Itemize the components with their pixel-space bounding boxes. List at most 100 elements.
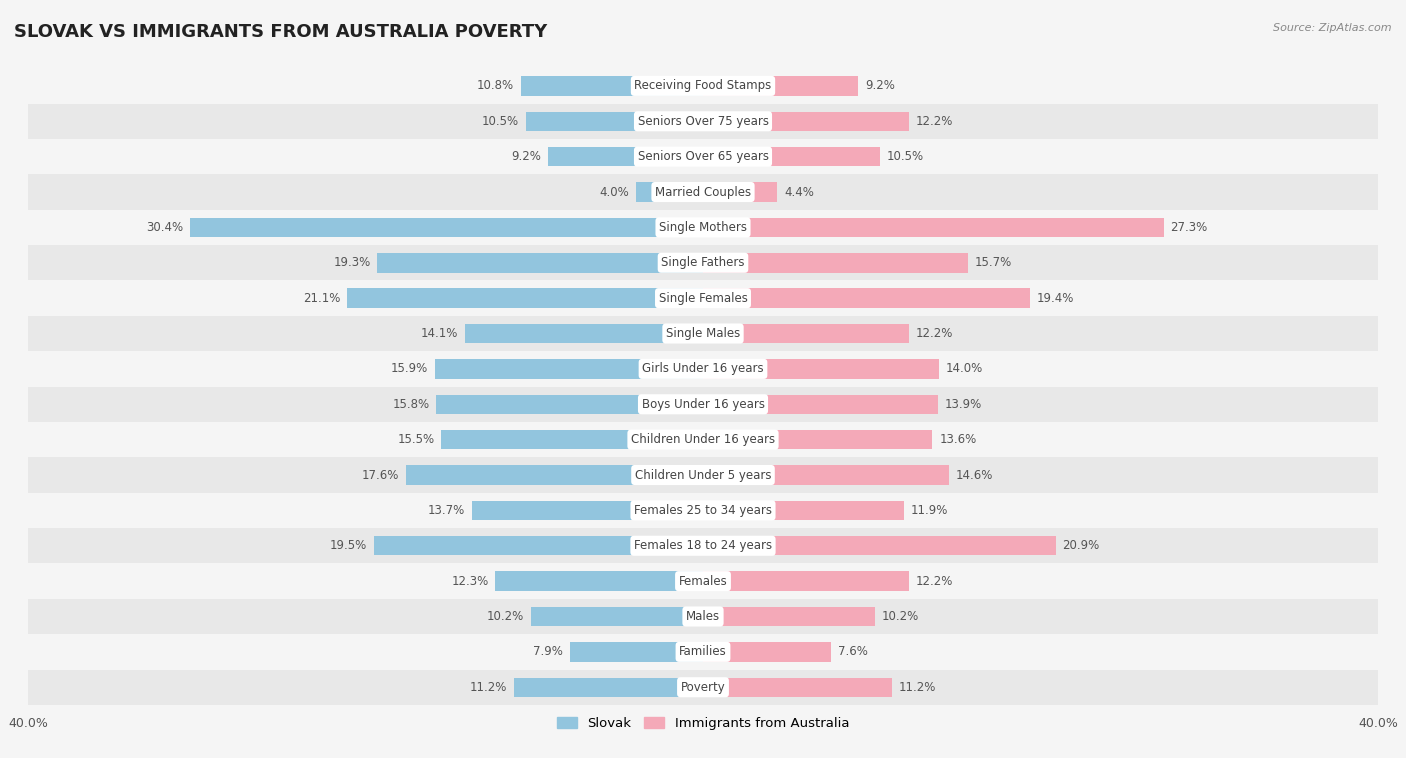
Bar <box>28 599 1378 634</box>
Text: Girls Under 16 years: Girls Under 16 years <box>643 362 763 375</box>
Bar <box>28 669 1378 705</box>
Text: Single Males: Single Males <box>666 327 740 340</box>
Bar <box>28 174 1378 210</box>
Text: Single Fathers: Single Fathers <box>661 256 745 269</box>
Bar <box>703 359 939 379</box>
Text: Females 18 to 24 years: Females 18 to 24 years <box>634 539 772 553</box>
Bar <box>703 289 1031 308</box>
Text: SLOVAK VS IMMIGRANTS FROM AUSTRALIA POVERTY: SLOVAK VS IMMIGRANTS FROM AUSTRALIA POVE… <box>14 23 547 41</box>
Bar <box>28 422 1378 457</box>
Bar <box>28 563 1378 599</box>
Bar <box>28 634 1378 669</box>
Bar <box>703 572 908 591</box>
Text: Children Under 5 years: Children Under 5 years <box>634 468 772 481</box>
Text: Seniors Over 75 years: Seniors Over 75 years <box>637 114 769 128</box>
Bar <box>465 324 703 343</box>
Bar <box>703 218 1164 237</box>
Text: 14.0%: 14.0% <box>946 362 983 375</box>
Text: 30.4%: 30.4% <box>146 221 183 234</box>
Text: Females 25 to 34 years: Females 25 to 34 years <box>634 504 772 517</box>
Text: Married Couples: Married Couples <box>655 186 751 199</box>
Bar <box>374 536 703 556</box>
Bar <box>515 678 703 697</box>
Bar <box>434 359 703 379</box>
Bar <box>28 139 1378 174</box>
Text: 12.2%: 12.2% <box>915 114 953 128</box>
Bar <box>347 289 703 308</box>
Bar <box>472 501 703 520</box>
Bar <box>28 280 1378 316</box>
Text: 7.9%: 7.9% <box>533 645 562 659</box>
Text: 15.9%: 15.9% <box>391 362 427 375</box>
Bar <box>406 465 703 485</box>
Bar <box>703 183 778 202</box>
Text: 13.6%: 13.6% <box>939 433 976 446</box>
Text: 11.2%: 11.2% <box>898 681 936 694</box>
Text: 10.5%: 10.5% <box>887 150 924 163</box>
Text: 10.5%: 10.5% <box>482 114 519 128</box>
Bar <box>703 253 967 273</box>
Text: 9.2%: 9.2% <box>512 150 541 163</box>
Bar <box>28 493 1378 528</box>
Text: 13.9%: 13.9% <box>945 398 981 411</box>
Bar <box>441 430 703 449</box>
Text: 15.8%: 15.8% <box>392 398 430 411</box>
Text: 10.8%: 10.8% <box>477 80 515 92</box>
Bar <box>28 387 1378 422</box>
Text: 11.9%: 11.9% <box>911 504 948 517</box>
Text: 14.1%: 14.1% <box>420 327 458 340</box>
Text: Children Under 16 years: Children Under 16 years <box>631 433 775 446</box>
Text: 17.6%: 17.6% <box>361 468 399 481</box>
Text: 12.2%: 12.2% <box>915 327 953 340</box>
Text: 19.3%: 19.3% <box>333 256 371 269</box>
Bar <box>703 501 904 520</box>
Text: 10.2%: 10.2% <box>882 610 920 623</box>
Text: 19.5%: 19.5% <box>330 539 367 553</box>
Text: 14.6%: 14.6% <box>956 468 994 481</box>
Bar <box>28 528 1378 563</box>
Text: 13.7%: 13.7% <box>427 504 465 517</box>
Bar <box>520 77 703 96</box>
Text: 27.3%: 27.3% <box>1170 221 1208 234</box>
Bar <box>377 253 703 273</box>
Bar <box>703 642 831 662</box>
Bar <box>569 642 703 662</box>
Text: 4.4%: 4.4% <box>785 186 814 199</box>
Bar <box>28 210 1378 245</box>
Text: 4.0%: 4.0% <box>599 186 628 199</box>
Text: Receiving Food Stamps: Receiving Food Stamps <box>634 80 772 92</box>
Text: 19.4%: 19.4% <box>1038 292 1074 305</box>
Text: Boys Under 16 years: Boys Under 16 years <box>641 398 765 411</box>
Bar <box>703 77 858 96</box>
Bar <box>703 536 1056 556</box>
Bar <box>28 457 1378 493</box>
Bar <box>28 245 1378 280</box>
Text: Single Females: Single Females <box>658 292 748 305</box>
Text: 15.7%: 15.7% <box>974 256 1012 269</box>
Text: Seniors Over 65 years: Seniors Over 65 years <box>637 150 769 163</box>
Bar <box>28 351 1378 387</box>
Bar <box>703 324 908 343</box>
Bar <box>636 183 703 202</box>
Text: Females: Females <box>679 575 727 587</box>
Text: 12.3%: 12.3% <box>451 575 489 587</box>
Text: Families: Families <box>679 645 727 659</box>
Bar <box>526 111 703 131</box>
Bar <box>436 395 703 414</box>
Bar <box>190 218 703 237</box>
Text: 11.2%: 11.2% <box>470 681 508 694</box>
Legend: Slovak, Immigrants from Australia: Slovak, Immigrants from Australia <box>550 710 856 737</box>
Text: Males: Males <box>686 610 720 623</box>
Bar <box>703 111 908 131</box>
Text: 10.2%: 10.2% <box>486 610 524 623</box>
Bar <box>28 104 1378 139</box>
Text: Poverty: Poverty <box>681 681 725 694</box>
Text: Single Mothers: Single Mothers <box>659 221 747 234</box>
Bar <box>703 147 880 167</box>
Bar <box>703 430 932 449</box>
Bar <box>28 68 1378 104</box>
Text: 15.5%: 15.5% <box>398 433 434 446</box>
Bar <box>28 316 1378 351</box>
Bar <box>703 678 891 697</box>
Bar <box>495 572 703 591</box>
